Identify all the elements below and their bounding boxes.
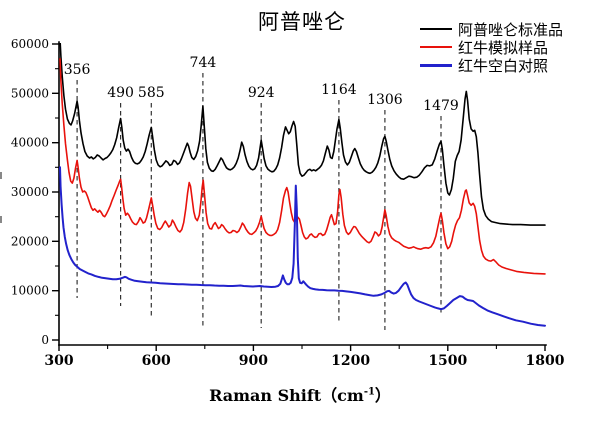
x-tick-label: 900: [239, 353, 268, 369]
y-tick-label: 30000: [11, 185, 49, 199]
x-axis-title-superscript: -1: [363, 386, 375, 398]
x-axis-title: Raman Shift（cm-1）: [209, 386, 391, 405]
series-standard: [59, 43, 546, 226]
legend-label-blank-control: 红牛空白对照: [458, 56, 549, 75]
y-tick-label: 60000: [11, 37, 49, 51]
peak-label: 490: [107, 85, 134, 101]
peak-label: 1306: [367, 92, 403, 108]
peak-label: 1164: [321, 82, 357, 98]
legend-line-standard-icon: [420, 28, 452, 30]
x-tick-label: 1800: [526, 353, 565, 369]
chart-title: 阿普唑仑: [258, 10, 346, 34]
y-tick-label: 40000: [11, 136, 49, 150]
legend-item-standard: 阿普唑仑标准品: [420, 20, 564, 39]
x-tick-label: 1500: [428, 353, 467, 369]
x-tick-label: 600: [142, 353, 171, 369]
peak-label: 744: [190, 55, 217, 71]
y-tick-label: 0: [41, 333, 49, 347]
legend-item-blank-control: 红牛空白对照: [420, 56, 563, 75]
legend-line-blank-control-icon: [420, 63, 452, 67]
peak-label: 1479: [423, 98, 459, 114]
peak-label: 585: [138, 85, 165, 101]
legend-label-simulated-sample: 红牛模拟样品: [458, 38, 549, 57]
legend: 阿普唑仑标准品 红牛模拟样品 红牛空白对照: [420, 20, 564, 75]
series-simulated-sample: [59, 57, 546, 275]
y-axis-title-fragment: [0, 216, 2, 223]
peak-label: 924: [248, 85, 275, 101]
legend-line-simulated-sample-icon: [420, 46, 452, 48]
legend-label-standard: 阿普唑仑标准品: [458, 20, 564, 39]
peak-label: 356: [64, 62, 91, 78]
x-tick-label: 300: [44, 353, 73, 369]
y-tick-label: 50000: [11, 86, 49, 100]
series-blank-control: [59, 166, 546, 327]
x-tick-label: 1200: [331, 353, 370, 369]
y-tick-label: 20000: [11, 234, 49, 248]
legend-item-simulated-sample: 红牛模拟样品: [420, 38, 563, 57]
y-axis-title-fragment: [0, 172, 2, 179]
y-tick-label: 10000: [11, 284, 49, 298]
